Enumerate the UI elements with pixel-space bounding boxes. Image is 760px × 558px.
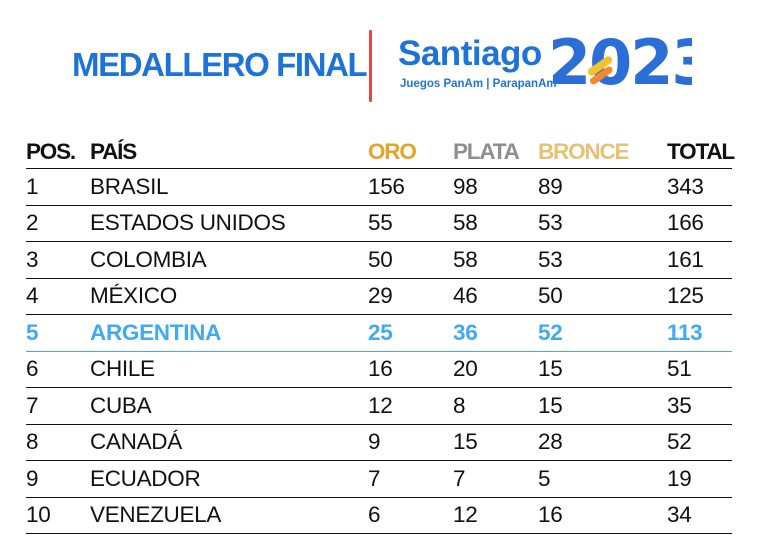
cell-gold: 12	[368, 387, 453, 425]
cell-total: 35	[667, 387, 732, 425]
cell-country: CHILE	[90, 351, 368, 388]
cell-silver: 20	[453, 351, 538, 388]
cell-bronze: 5	[538, 460, 667, 498]
brand-year-stripe-yellow	[587, 56, 613, 76]
cell-pos: 7	[26, 387, 90, 425]
medal-table-container: POS. PAÍS ORO PLATA BRONCE TOTAL 1 BRASIL…	[26, 136, 735, 534]
table-header-row: POS. PAÍS ORO PLATA BRONCE TOTAL	[26, 136, 735, 169]
table-row: 6 CHILE 16 20 15 51	[26, 351, 732, 388]
table-row: 10 VENEZUELA 6 12 16 34	[26, 497, 732, 534]
brand-year-text: 2023	[548, 28, 692, 94]
cell-bronze: 89	[538, 168, 667, 206]
header: MEDALLERO FINAL Santiago Juegos PanAm | …	[0, 0, 760, 110]
cell-pos: 3	[26, 241, 90, 279]
column-header-total: TOTAL	[667, 136, 735, 169]
brand-year-stripe-orange	[590, 66, 613, 85]
cell-bronze: 53	[538, 205, 667, 242]
cell-silver: 7	[453, 460, 538, 498]
cell-country: ESTADOS UNIDOS	[90, 205, 368, 242]
table-row: 8 CANADÁ 9 15 28 52	[26, 424, 732, 461]
cell-total: 343	[667, 168, 732, 206]
cell-silver: 58	[453, 241, 538, 279]
cell-country: CUBA	[90, 387, 368, 425]
cell-gold: 29	[368, 278, 453, 315]
cell-total: 125	[667, 278, 732, 315]
cell-silver: 15	[453, 424, 538, 461]
cell-total: 34	[667, 497, 732, 534]
cell-bronze: 53	[538, 241, 667, 279]
cell-silver: 12	[453, 497, 538, 534]
cell-pos: 2	[26, 205, 90, 242]
cell-country: MÉXICO	[90, 278, 368, 315]
cell-bronze: 15	[538, 351, 667, 388]
column-header-bronze: BRONCE	[538, 136, 667, 169]
cell-country: VENEZUELA	[90, 497, 368, 534]
cell-pos: 5	[26, 314, 90, 352]
cell-pos: 6	[26, 351, 90, 388]
header-divider	[369, 30, 372, 102]
table-row: 3 COLOMBIA 50 58 53 161	[26, 241, 732, 279]
page-title: MEDALLERO FINAL	[72, 46, 368, 83]
cell-silver: 8	[453, 387, 538, 425]
cell-country: ARGENTINA	[90, 314, 368, 352]
column-header-pos: POS.	[26, 136, 90, 169]
cell-silver: 58	[453, 205, 538, 242]
cell-total: 113	[667, 314, 732, 352]
cell-gold: 16	[368, 351, 453, 388]
brand-year-logo: 2023	[548, 28, 692, 94]
cell-bronze: 52	[538, 314, 667, 352]
table-row: 7 CUBA 12 8 15 35	[26, 387, 732, 425]
cell-country: ECUADOR	[90, 460, 368, 498]
cell-pos: 10	[26, 497, 90, 534]
cell-bronze: 16	[538, 497, 667, 534]
cell-gold: 7	[368, 460, 453, 498]
cell-total: 52	[667, 424, 732, 461]
cell-silver: 98	[453, 168, 538, 206]
brand-tagline: Juegos PanAm | ParapanAm	[400, 78, 557, 90]
table-row: 4 MÉXICO 29 46 50 125	[26, 278, 732, 315]
cell-country: COLOMBIA	[90, 241, 368, 279]
cell-bronze: 28	[538, 424, 667, 461]
cell-pos: 9	[26, 460, 90, 498]
cell-pos: 4	[26, 278, 90, 315]
table-row: 2 ESTADOS UNIDOS 55 58 53 166	[26, 205, 732, 242]
cell-bronze: 15	[538, 387, 667, 425]
cell-total: 166	[667, 205, 732, 242]
cell-total: 161	[667, 241, 732, 279]
cell-total: 51	[667, 351, 732, 388]
cell-country: CANADÁ	[90, 424, 368, 461]
cell-total: 19	[667, 460, 732, 498]
table-row: 5 ARGENTINA 25 36 52 113	[26, 314, 732, 352]
cell-silver: 46	[453, 278, 538, 315]
cell-gold: 50	[368, 241, 453, 279]
table-row: 1 BRASIL 156 98 89 343	[26, 168, 732, 206]
cell-bronze: 50	[538, 278, 667, 315]
cell-gold: 156	[368, 168, 453, 206]
cell-pos: 1	[26, 168, 90, 206]
cell-country: BRASIL	[90, 168, 368, 206]
medal-table: POS. PAÍS ORO PLATA BRONCE TOTAL 1 BRASIL…	[26, 136, 735, 534]
brand-name: Santiago	[398, 34, 542, 73]
table-row: 9 ECUADOR 7 7 5 19	[26, 460, 732, 498]
cell-gold: 25	[368, 314, 453, 352]
column-header-gold: ORO	[368, 136, 453, 169]
column-header-silver: PLATA	[453, 136, 538, 169]
cell-gold: 9	[368, 424, 453, 461]
column-header-country: PAÍS	[90, 136, 368, 169]
cell-pos: 8	[26, 424, 90, 461]
cell-gold: 55	[368, 205, 453, 242]
cell-gold: 6	[368, 497, 453, 534]
cell-silver: 36	[453, 314, 538, 352]
